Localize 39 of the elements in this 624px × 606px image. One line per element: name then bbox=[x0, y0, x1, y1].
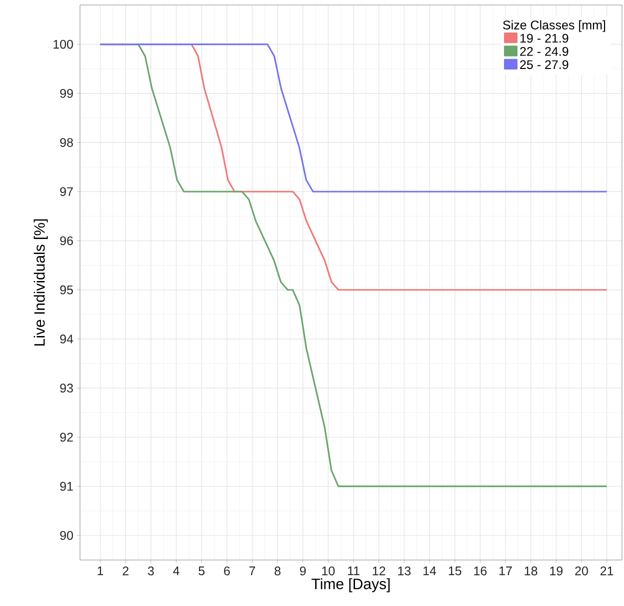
y-tick-label: 95 bbox=[60, 285, 73, 294]
y-tick-label: 97 bbox=[60, 187, 73, 196]
x-tick-label: 13 bbox=[398, 566, 411, 576]
x-tick-label: 15 bbox=[448, 566, 462, 576]
legend-label: 25 - 27.9 bbox=[520, 60, 568, 70]
x-tick-label: 19 bbox=[550, 566, 563, 576]
y-tick-label: 93 bbox=[60, 384, 73, 393]
x-tick-label: 20 bbox=[575, 566, 588, 576]
x-tick-label: 16 bbox=[474, 566, 487, 576]
legend-label: 22 - 24.9 bbox=[520, 47, 568, 56]
y-tick-label: 96 bbox=[60, 236, 73, 246]
legend-label: 19 - 21.9 bbox=[520, 34, 568, 43]
x-tick-label: 8 bbox=[274, 566, 280, 576]
legend-title: Size Classes [mm] bbox=[503, 20, 606, 32]
x-tick-label: 1 bbox=[98, 566, 104, 576]
x-tick-label: 10 bbox=[322, 566, 335, 576]
x-axis-title: Time [Days] bbox=[312, 578, 390, 592]
x-tick-label: 18 bbox=[524, 566, 538, 576]
y-tick-label: 94 bbox=[60, 334, 74, 344]
line-series bbox=[99, 43, 608, 192]
x-tick-label: 7 bbox=[249, 566, 256, 576]
y-tick-label: 98 bbox=[60, 138, 73, 147]
x-tick-label: 3 bbox=[148, 566, 154, 576]
x-tick-label: 6 bbox=[224, 566, 230, 576]
y-tick-label: 92 bbox=[60, 432, 73, 442]
x-tick-label: 9 bbox=[300, 566, 306, 576]
x-tick-label: 17 bbox=[500, 566, 512, 576]
y-axis-title: Live Individuals [%] bbox=[34, 219, 48, 346]
y-tick-label: 90 bbox=[60, 531, 73, 540]
x-tick-label: 5 bbox=[198, 566, 205, 576]
y-tick-label: 91 bbox=[60, 482, 73, 491]
x-tick-label: 2 bbox=[122, 566, 128, 576]
x-tick-label: 14 bbox=[424, 566, 436, 576]
y-tick-label: 100 bbox=[54, 40, 73, 49]
x-tick-label: 21 bbox=[600, 566, 614, 576]
x-tick-label: 4 bbox=[173, 566, 180, 576]
y-tick-label: 99 bbox=[60, 88, 73, 98]
x-tick-label: 11 bbox=[348, 566, 360, 576]
x-tick-label: 12 bbox=[372, 566, 386, 576]
